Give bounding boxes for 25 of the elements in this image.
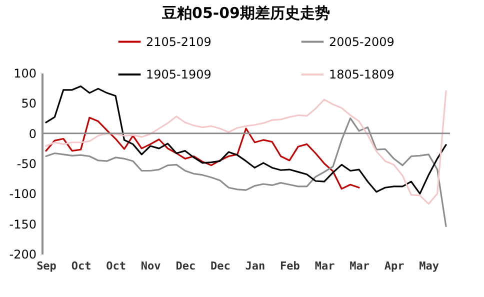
x-tick-label: Nov (140, 260, 162, 272)
chart-title: 豆粕05-09期差历史走势 (161, 4, 330, 22)
x-tick-label: Oct (71, 260, 92, 272)
y-tick-label: -100 (9, 187, 36, 202)
y-tick-label: -50 (16, 157, 36, 171)
x-tick-label: Oct (106, 260, 126, 272)
x-tick-label: Apr (384, 260, 405, 272)
line-series (45, 116, 360, 190)
x-tick-label: Jan (245, 260, 266, 272)
x-tick-label: Mar (350, 260, 370, 272)
x-tick-label: Sep (36, 260, 57, 272)
x-tick-label: Dec (176, 260, 196, 272)
y-tick-label: 50 (21, 96, 36, 111)
y-tick-label: -150 (9, 217, 36, 232)
x-tick-label: Feb (280, 260, 300, 272)
x-tick-label: May (419, 260, 440, 272)
legend-label: 1805-1809 (329, 68, 394, 82)
y-tick-label: -200 (9, 248, 36, 262)
legend-label: 1905-1909 (146, 68, 212, 82)
y-tick-label: 0 (28, 126, 36, 141)
y-tick-label: 100 (14, 66, 36, 80)
x-tick-label: Dec (210, 260, 230, 272)
legend-label: 2005-2009 (329, 34, 394, 49)
x-tick-label: Mar (314, 260, 336, 272)
legend-label: 2105-2109 (146, 34, 212, 49)
